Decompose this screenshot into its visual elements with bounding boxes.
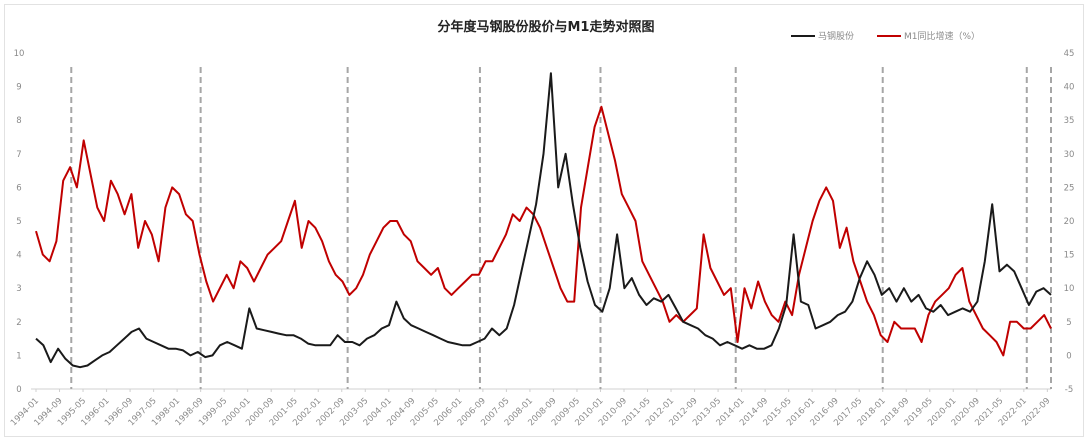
chart-title: 分年度马钢股份股价与M1走势对照图 — [438, 19, 655, 35]
y-right-tick-label: 45 — [1064, 49, 1075, 59]
y-axis-right: -5 0 5 10 15 20 25 30 35 40 45 — [1064, 49, 1075, 395]
y-right-tick-label: -5 — [1065, 385, 1073, 395]
chart-canvas: 分年度马钢股份股价与M1走势对照图 马钢股份 M1同比增速（%） 0123456… — [9, 19, 1075, 428]
y-left-tick-label: 4 — [16, 251, 21, 261]
y-right-tick-label: 40 — [1064, 83, 1075, 93]
y-left-tick-label: 9 — [16, 83, 21, 93]
y-left-tick-label: 7 — [16, 150, 21, 160]
legend-label-stock: 马钢股份 — [818, 30, 854, 42]
y-right-tick-label: 15 — [1064, 251, 1075, 261]
y-left-tick-label: 5 — [16, 217, 21, 227]
series-line-stock — [35, 72, 1052, 369]
y-left-tick-label: 1 — [16, 351, 21, 361]
y-left-tick-label: 10 — [14, 49, 25, 59]
y-right-tick-label: 20 — [1064, 217, 1075, 227]
y-left-tick-label: 3 — [16, 284, 21, 294]
y-left-tick-label: 0 — [16, 385, 21, 395]
series-line-m1 — [35, 105, 1052, 357]
x-axis-ticks: 1994-011994-091995-051996-011996-091997-… — [9, 389, 1052, 428]
y-left-tick-label: 6 — [16, 183, 21, 193]
y-right-tick-label: 10 — [1064, 284, 1075, 294]
legend-item-stock: 马钢股份 — [791, 30, 854, 42]
y-right-tick-label: 25 — [1064, 183, 1075, 193]
legend-label-m1: M1同比增速（%） — [904, 30, 980, 42]
period-divider-lines — [70, 67, 1052, 389]
y-right-tick-label: 35 — [1064, 116, 1075, 126]
y-axis-left: 0 1 2 3 4 5 6 7 8 9 10 — [14, 49, 25, 395]
y-right-tick-label: 0 — [1066, 351, 1071, 361]
y-right-tick-label: 5 — [1066, 318, 1071, 328]
legend-item-m1: M1同比增速（%） — [877, 30, 980, 42]
y-left-tick-label: 2 — [16, 318, 21, 328]
y-left-tick-label: 8 — [16, 116, 21, 126]
legend: 马钢股份 M1同比增速（%） — [791, 30, 980, 42]
y-right-tick-label: 30 — [1064, 150, 1075, 160]
